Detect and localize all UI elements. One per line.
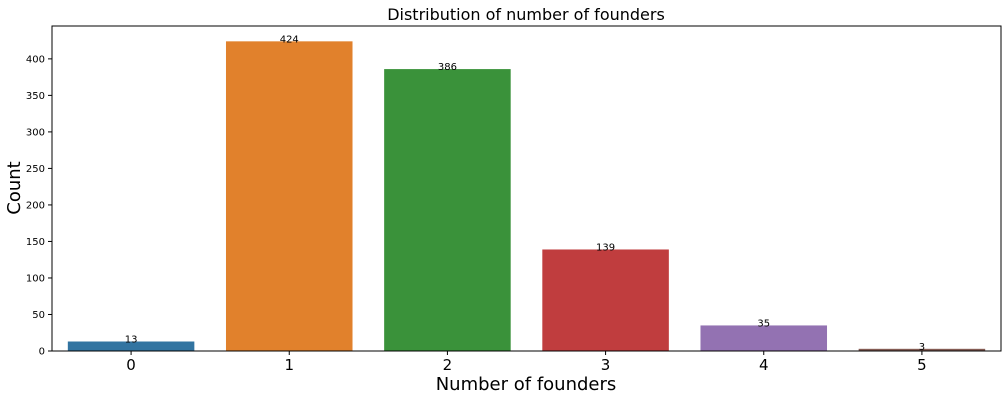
x-tick-label-2: 2 <box>443 356 453 374</box>
data-label-3: 139 <box>596 242 615 253</box>
data-label-2: 386 <box>438 62 457 73</box>
x-tick-label-3: 3 <box>601 356 611 374</box>
x-tick-label-1: 1 <box>284 356 294 374</box>
y-axis-label: Count <box>4 161 25 214</box>
x-tick-label-5: 5 <box>917 356 927 374</box>
bar-3 <box>542 249 669 351</box>
x-tick-label-0: 0 <box>126 356 136 374</box>
y-tick-label-400: 400 <box>26 54 45 65</box>
x-axis: 0 1 2 3 4 5 <box>126 351 926 374</box>
y-axis: 0 50 100 150 200 250 300 350 400 <box>26 54 52 357</box>
y-tick-label-300: 300 <box>26 127 45 138</box>
y-tick-label-100: 100 <box>26 273 45 284</box>
y-tick-label-250: 250 <box>26 164 45 175</box>
x-axis-label: Number of founders <box>436 374 617 395</box>
y-tick-label-50: 50 <box>32 310 45 321</box>
y-tick-label-200: 200 <box>26 200 45 211</box>
data-label-1: 424 <box>280 34 299 45</box>
data-label-0: 13 <box>125 335 138 346</box>
bar-2 <box>384 69 511 351</box>
data-label-4: 35 <box>757 318 770 329</box>
x-tick-label-4: 4 <box>759 356 769 374</box>
chart-title: Distribution of number of founders <box>387 5 665 24</box>
plot-frame <box>52 26 1001 351</box>
y-tick-label-150: 150 <box>26 237 45 248</box>
y-tick-label-0: 0 <box>39 347 45 358</box>
y-tick-label-350: 350 <box>26 91 45 102</box>
bar-1 <box>226 41 353 351</box>
